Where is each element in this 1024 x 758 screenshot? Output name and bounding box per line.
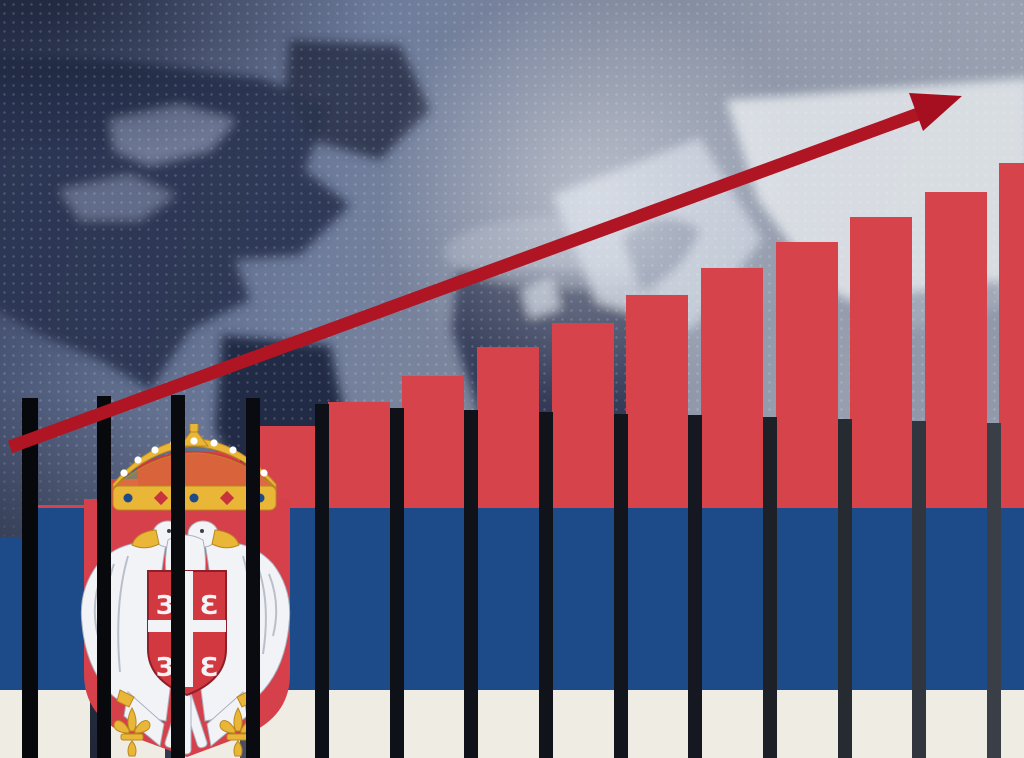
royal-crown [112, 424, 277, 511]
serbia-coat-of-arms: З З [80, 424, 291, 757]
arrow-head-icon [909, 93, 962, 131]
flag-bar [552, 323, 614, 758]
flag-bar [402, 376, 464, 758]
separator-bar [22, 398, 38, 758]
flag-bar [701, 268, 763, 758]
flag-bar [776, 242, 838, 758]
flag-bar [328, 402, 390, 758]
flag-bar [477, 347, 539, 758]
separator-bar [614, 414, 628, 758]
separator-bar [987, 423, 1001, 758]
separator-bar [246, 398, 260, 758]
separator-bar [763, 417, 777, 758]
arrow-shaft [7, 106, 924, 454]
separator-bar [464, 410, 478, 758]
fleur-de-lis-right [219, 706, 257, 757]
flag-bar [0, 537, 22, 758]
flag-bar [626, 295, 688, 758]
separator-bar [315, 404, 329, 758]
separator-bar [97, 396, 111, 758]
separator-bar [688, 415, 702, 758]
flag-bar [28, 505, 90, 758]
flag-bar [850, 217, 912, 758]
separator-bar [390, 408, 404, 758]
separator-bar [539, 412, 553, 758]
flag-bar [925, 192, 987, 758]
inescutcheon-shield: З З [147, 570, 227, 697]
firesteel-symbol: З [156, 653, 174, 683]
separator-bar [912, 421, 926, 758]
flag-bar [999, 163, 1024, 758]
separator-bar [171, 395, 185, 758]
separator-bar [838, 419, 852, 758]
fleur-de-lis-left [113, 706, 151, 757]
firesteel-symbol: З [156, 591, 174, 621]
